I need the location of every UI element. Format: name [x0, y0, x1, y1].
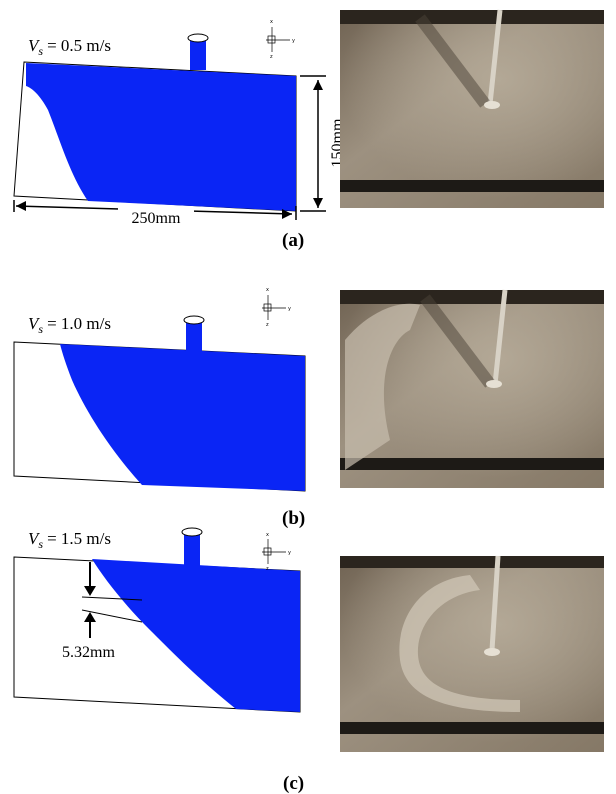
axis-triad: [262, 295, 286, 320]
speed-value: = 0.5 m/s: [47, 36, 111, 55]
axis-label-y: y: [288, 306, 291, 312]
speed-subscript: s: [38, 44, 43, 58]
axis-triad: [262, 539, 286, 564]
photo: [340, 556, 604, 752]
arrow-head: [313, 80, 323, 90]
nozzle-top: [184, 316, 204, 324]
arrow-head: [313, 198, 323, 208]
speed-subscript: s: [38, 537, 43, 551]
axis-label-x: x: [266, 532, 269, 538]
speed-label: Vs= 0.5 m/s: [28, 36, 111, 58]
nozzle: [190, 38, 206, 70]
nozzle-top: [182, 528, 202, 536]
panel-c: x y z Vs= 1.5 m/s 5.32mm (c): [14, 528, 604, 794]
nozzle: [186, 320, 202, 352]
panel-label: (b): [282, 508, 305, 529]
axis-label-z: z: [266, 566, 269, 572]
figure: x y z Vs= 0.5 m/s 250mm 150mm (a): [0, 0, 616, 794]
panel-b: x y z Vs= 1.0 m/s (b): [14, 287, 604, 529]
axis-label-x: x: [266, 287, 269, 293]
panel-label: (c): [283, 773, 304, 794]
axis-label-y: y: [288, 550, 291, 556]
width-label: 250mm: [132, 210, 181, 227]
nozzle: [184, 532, 200, 566]
photo: [340, 10, 604, 208]
speed-label: Vs= 1.5 m/s: [28, 529, 111, 551]
panel-a: x y z Vs= 0.5 m/s 250mm 150mm (a): [14, 10, 604, 251]
arrow-head: [16, 201, 26, 211]
nozzle-top: [188, 34, 208, 42]
axis-label-z: z: [270, 54, 273, 60]
axis-triad: [266, 27, 290, 52]
speed-value: = 1.0 m/s: [47, 314, 111, 333]
speed-value: = 1.5 m/s: [47, 529, 111, 548]
speed-label: Vs= 1.0 m/s: [28, 314, 111, 336]
panel-label: (a): [282, 230, 304, 251]
photo: [340, 290, 604, 488]
axis-label-y: y: [292, 38, 295, 44]
speed-subscript: s: [38, 322, 43, 336]
axis-label-z: z: [266, 322, 269, 328]
gap-label: 5.32mm: [62, 644, 115, 661]
axis-label-x: x: [270, 19, 273, 25]
